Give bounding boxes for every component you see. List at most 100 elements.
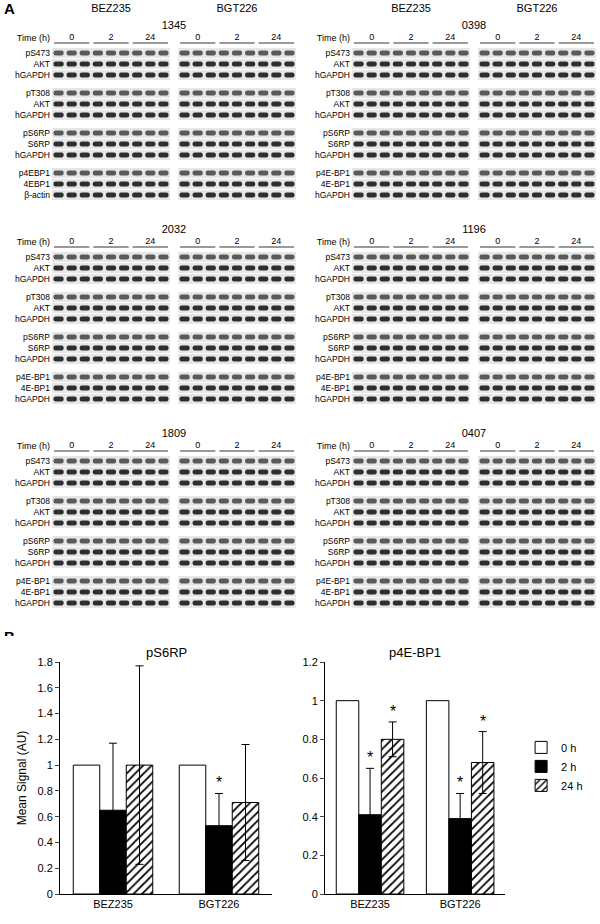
- svg-text:1345: 1345: [162, 19, 186, 31]
- svg-text:Time (h): Time (h): [317, 441, 350, 451]
- svg-text:0.4: 0.4: [303, 811, 318, 823]
- svg-text:hGAPDH: hGAPDH: [315, 394, 350, 404]
- svg-text:hGAPDH: hGAPDH: [315, 190, 350, 200]
- svg-text:0: 0: [495, 440, 500, 450]
- svg-text:AKT: AKT: [333, 303, 350, 313]
- svg-text:24: 24: [445, 32, 455, 42]
- svg-text:1.4: 1.4: [38, 707, 53, 719]
- svg-text:AKT: AKT: [33, 467, 50, 477]
- svg-text:pS6RP: pS6RP: [23, 536, 50, 546]
- svg-text:0.6: 0.6: [38, 811, 53, 823]
- svg-text:*: *: [216, 774, 222, 791]
- svg-text:0: 0: [369, 440, 374, 450]
- svg-text:24: 24: [145, 32, 155, 42]
- svg-text:2: 2: [108, 32, 113, 42]
- svg-text:BGT226: BGT226: [217, 2, 258, 14]
- svg-text:AKT: AKT: [333, 99, 350, 109]
- svg-text:0407: 0407: [462, 427, 486, 439]
- svg-text:hGAPDH: hGAPDH: [15, 394, 50, 404]
- svg-text:pT308: pT308: [26, 496, 50, 506]
- svg-text:hGAPDH: hGAPDH: [15, 274, 50, 284]
- svg-text:2: 2: [408, 236, 413, 246]
- svg-text:S6RP: S6RP: [28, 343, 51, 353]
- svg-text:2032: 2032: [162, 223, 186, 235]
- svg-text:2: 2: [408, 32, 413, 42]
- svg-text:p4EBP1: p4EBP1: [19, 168, 50, 178]
- svg-text:2: 2: [234, 236, 239, 246]
- svg-text:1: 1: [47, 759, 53, 771]
- svg-text:0: 0: [69, 236, 74, 246]
- svg-text:S6RP: S6RP: [328, 139, 351, 149]
- svg-text:0 h: 0 h: [561, 742, 576, 754]
- svg-text:Time (h): Time (h): [17, 441, 50, 451]
- svg-text:4E-BP1: 4E-BP1: [21, 383, 51, 393]
- svg-text:24: 24: [445, 236, 455, 246]
- svg-text:2: 2: [408, 440, 413, 450]
- svg-text:pS6RP: pS6RP: [323, 536, 350, 546]
- svg-text:p4E-BP1: p4E-BP1: [316, 168, 350, 178]
- svg-text:hGAPDH: hGAPDH: [315, 314, 350, 324]
- svg-text:2: 2: [108, 440, 113, 450]
- svg-text:4E-BP1: 4E-BP1: [21, 587, 51, 597]
- svg-text:24: 24: [271, 32, 281, 42]
- svg-text:BEZ235: BEZ235: [93, 898, 133, 910]
- svg-text:pT308: pT308: [26, 88, 50, 98]
- svg-text:pS6RP: pS6RP: [23, 128, 50, 138]
- svg-text:p4E-BP1: p4E-BP1: [16, 576, 50, 586]
- svg-text:S6RP: S6RP: [28, 139, 51, 149]
- svg-text:*: *: [457, 774, 463, 791]
- svg-text:hGAPDH: hGAPDH: [315, 558, 350, 568]
- svg-text:hGAPDH: hGAPDH: [15, 314, 50, 324]
- svg-text:4E-BP1: 4E-BP1: [321, 383, 351, 393]
- svg-text:2: 2: [234, 32, 239, 42]
- svg-text:pT308: pT308: [26, 292, 50, 302]
- svg-text:S6RP: S6RP: [28, 547, 51, 557]
- svg-text:0: 0: [369, 32, 374, 42]
- svg-text:24: 24: [571, 440, 581, 450]
- svg-text:S6RP: S6RP: [328, 547, 351, 557]
- svg-text:pT308: pT308: [326, 292, 350, 302]
- svg-text:0.6: 0.6: [303, 772, 318, 784]
- svg-text:4E-BP1: 4E-BP1: [321, 179, 351, 189]
- svg-text:24: 24: [271, 236, 281, 246]
- svg-text:0: 0: [195, 32, 200, 42]
- svg-text:0: 0: [312, 888, 318, 900]
- svg-text:BGT226: BGT226: [517, 2, 558, 14]
- svg-text:hGAPDH: hGAPDH: [15, 110, 50, 120]
- svg-text:BEZ235: BEZ235: [91, 2, 131, 14]
- svg-text:hGAPDH: hGAPDH: [315, 150, 350, 160]
- svg-text:24: 24: [145, 440, 155, 450]
- svg-text:4EBP1: 4EBP1: [24, 179, 51, 189]
- svg-text:1.2: 1.2: [38, 733, 53, 745]
- svg-text:2 h: 2 h: [561, 761, 576, 773]
- svg-text:0.8: 0.8: [38, 785, 53, 797]
- svg-text:pS6RP: pS6RP: [323, 332, 350, 342]
- svg-text:1196: 1196: [462, 223, 486, 235]
- svg-text:hGAPDH: hGAPDH: [15, 354, 50, 364]
- svg-text:BGT226: BGT226: [440, 898, 481, 910]
- svg-text:4E-BP1: 4E-BP1: [321, 587, 351, 597]
- svg-text:AKT: AKT: [333, 467, 350, 477]
- svg-text:pS473: pS473: [25, 456, 50, 466]
- svg-text:p4E-BP1: p4E-BP1: [316, 576, 350, 586]
- svg-text:24: 24: [571, 32, 581, 42]
- svg-text:24 h: 24 h: [561, 780, 582, 792]
- svg-text:1.6: 1.6: [38, 682, 53, 694]
- svg-text:0: 0: [495, 236, 500, 246]
- svg-text:Time (h): Time (h): [317, 237, 350, 247]
- svg-text:pS473: pS473: [325, 48, 350, 58]
- svg-text:hGAPDH: hGAPDH: [315, 274, 350, 284]
- svg-text:BGT226: BGT226: [199, 898, 240, 910]
- svg-text:1.2: 1.2: [303, 656, 318, 668]
- svg-text:*: *: [390, 703, 396, 720]
- svg-text:0.8: 0.8: [303, 733, 318, 745]
- svg-text:hGAPDH: hGAPDH: [315, 354, 350, 364]
- svg-text:S6RP: S6RP: [328, 343, 351, 353]
- svg-text:1: 1: [312, 695, 318, 707]
- svg-text:pT308: pT308: [326, 88, 350, 98]
- svg-text:AKT: AKT: [33, 59, 50, 69]
- svg-text:AKT: AKT: [33, 263, 50, 273]
- svg-text:24: 24: [145, 236, 155, 246]
- svg-text:BEZ235: BEZ235: [391, 2, 431, 14]
- svg-text:2: 2: [534, 440, 539, 450]
